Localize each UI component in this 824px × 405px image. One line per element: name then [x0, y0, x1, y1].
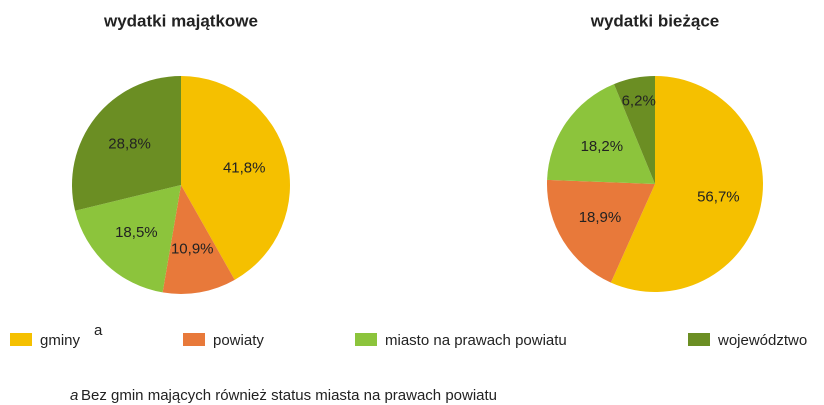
legend-swatch [10, 333, 32, 346]
pie-slice [610, 76, 763, 292]
slice-label: 28,8% [108, 136, 151, 153]
legend-superscript: a [94, 322, 103, 339]
legend-swatch [183, 333, 205, 346]
legend-swatch [688, 333, 710, 346]
pie-slice [162, 185, 235, 294]
slice-label: 10,9% [171, 240, 214, 257]
slice-label: 18,2% [581, 138, 624, 155]
legend-label: miasto na prawach powiatu [385, 332, 567, 349]
chart-title: wydatki bieżące [590, 11, 720, 30]
pie-slice [546, 179, 655, 283]
legend-swatch [355, 333, 377, 346]
legend-label: powiaty [213, 332, 264, 349]
legend-label: województwo [717, 332, 807, 349]
pie-slice [75, 185, 181, 293]
slice-label: 18,9% [579, 209, 622, 226]
pie-slice [547, 84, 655, 184]
legend-label: gminy [40, 332, 81, 349]
chart-title: wydatki majątkowe [103, 11, 258, 30]
footnote-text: Bez gmin mających również status miasta … [81, 387, 497, 404]
footnote-marker: a [70, 387, 78, 404]
slice-label: 18,5% [115, 224, 158, 241]
slice-label: 41,8% [223, 159, 266, 176]
pie-slice [613, 76, 655, 184]
slice-label: 56,7% [697, 189, 740, 206]
pie-slice [72, 75, 181, 211]
pie-slice [181, 76, 290, 280]
slice-label: 6,2% [622, 92, 656, 109]
